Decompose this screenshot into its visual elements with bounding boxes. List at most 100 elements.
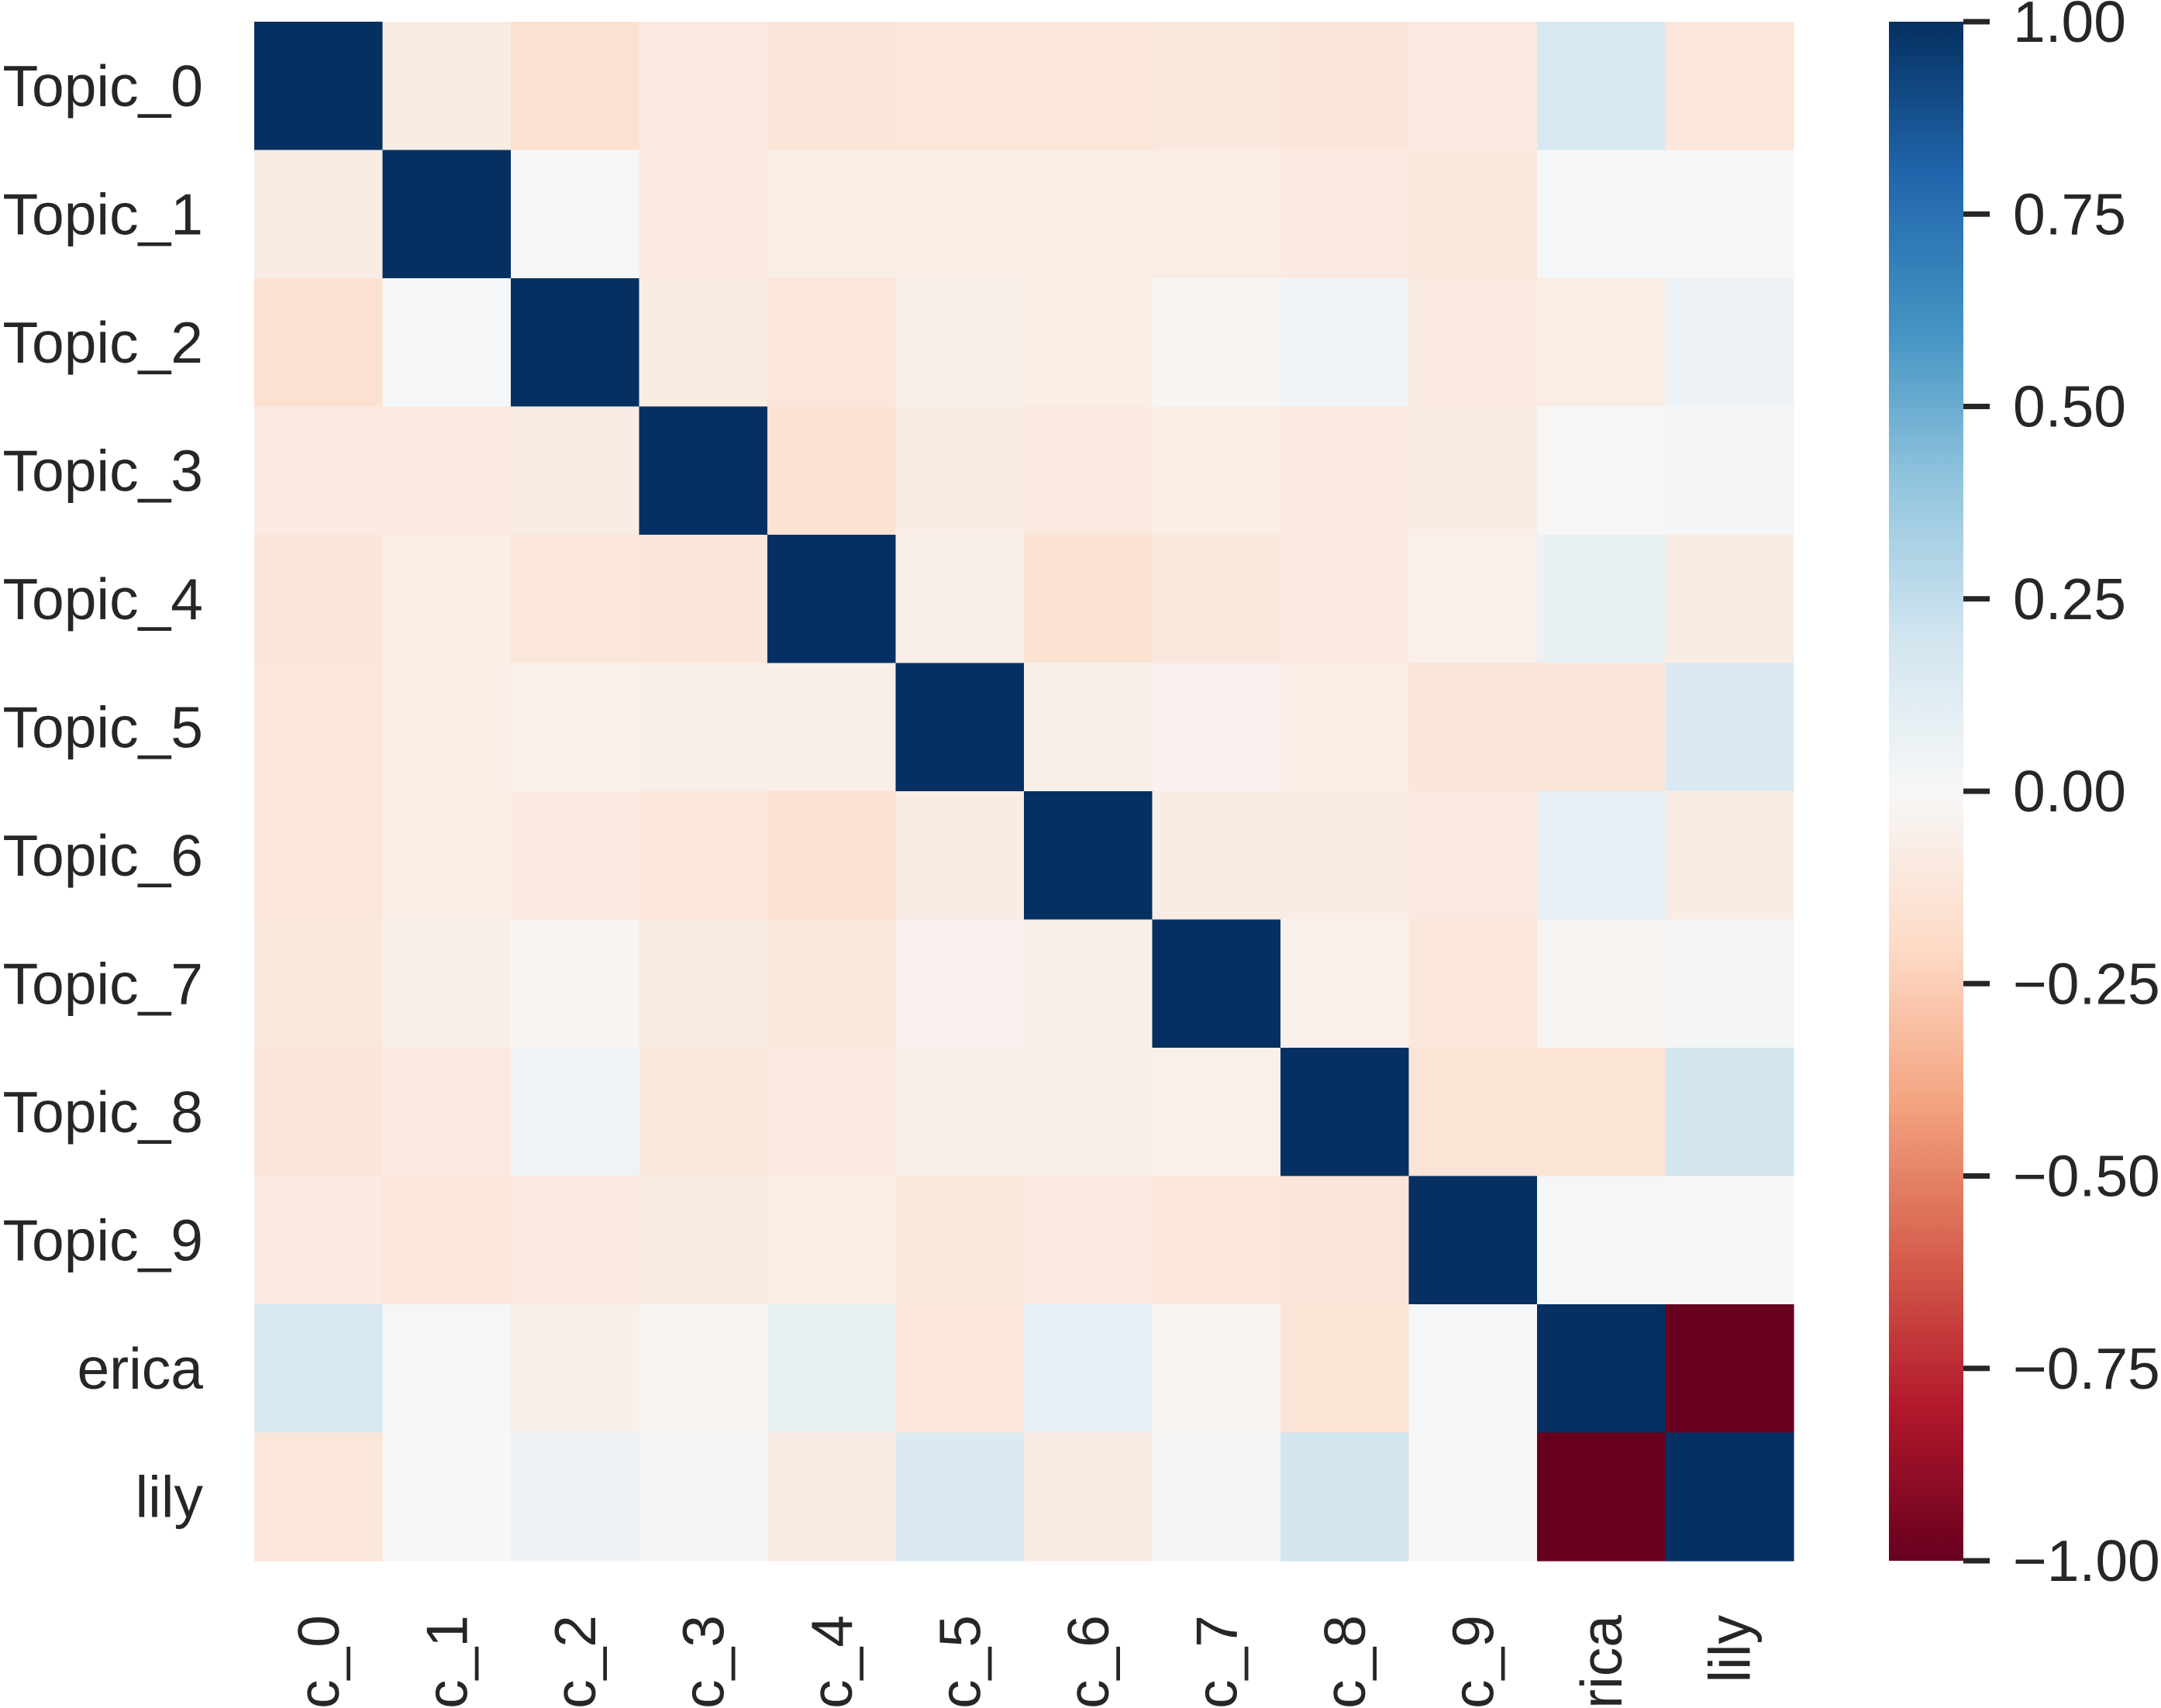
heatmap-cell-Topic_2-Topic_8 xyxy=(1280,278,1410,408)
heatmap-cell-lily-Topic_7 xyxy=(1152,1432,1281,1562)
heatmap-cell-Topic_8-Topic_8 xyxy=(1280,1048,1410,1177)
heatmap-cell-Topic_2-Topic_7 xyxy=(1152,278,1281,408)
heatmap-cell-Topic_0-Topic_2 xyxy=(511,22,640,151)
heatmap-cell-Topic_6-Topic_5 xyxy=(895,791,1025,921)
heatmap-cell-Topic_0-Topic_0 xyxy=(254,22,384,151)
heatmap-cell-erica-Topic_0 xyxy=(254,1304,384,1434)
heatmap-cell-Topic_7-Topic_1 xyxy=(382,919,512,1049)
heatmap-cell-Topic_5-erica xyxy=(1537,663,1666,792)
heatmap-cell-Topic_1-Topic_8 xyxy=(1280,150,1410,279)
heatmap-cell-Topic_8-lily xyxy=(1665,1048,1794,1177)
heatmap-cell-Topic_9-Topic_3 xyxy=(639,1176,768,1305)
heatmap-cell-Topic_3-lily xyxy=(1665,406,1794,535)
heatmap-cell-lily-Topic_0 xyxy=(254,1432,384,1562)
heatmap-cell-Topic_4-Topic_1 xyxy=(382,535,512,664)
heatmap-cell-Topic_8-Topic_3 xyxy=(639,1048,768,1177)
heatmap-cell-Topic_8-Topic_5 xyxy=(895,1048,1025,1177)
heatmap-cell-Topic_3-Topic_7 xyxy=(1152,406,1281,535)
heatmap-cell-Topic_4-Topic_7 xyxy=(1152,535,1281,664)
heatmap-cell-Topic_0-Topic_9 xyxy=(1408,22,1538,151)
heatmap-cell-Topic_9-Topic_0 xyxy=(254,1176,384,1305)
heatmap-cell-Topic_1-Topic_5 xyxy=(895,150,1025,279)
heatmap-cell-Topic_5-Topic_0 xyxy=(254,663,384,792)
column-label: Topic_1 xyxy=(414,1615,479,1708)
heatmap-cell-Topic_3-Topic_1 xyxy=(382,406,512,535)
heatmap-cell-Topic_7-Topic_6 xyxy=(1024,919,1153,1049)
row-label: Topic_3 xyxy=(2,438,203,503)
colorbar-tick-label: −0.75 xyxy=(2013,1336,2160,1401)
heatmap-cell-Topic_2-Topic_2 xyxy=(511,278,640,408)
heatmap-cell-Topic_7-Topic_7 xyxy=(1152,919,1281,1049)
heatmap-cell-erica-lily xyxy=(1665,1304,1794,1434)
heatmap-cell-Topic_7-erica xyxy=(1537,919,1666,1049)
heatmap-cell-Topic_2-Topic_0 xyxy=(254,278,384,408)
row-label: Topic_9 xyxy=(2,1207,203,1272)
heatmap-cell-Topic_5-lily xyxy=(1665,663,1794,792)
row-label: Topic_2 xyxy=(2,310,203,375)
heatmap-cell-Topic_0-Topic_3 xyxy=(639,22,768,151)
heatmap-cell-Topic_7-Topic_2 xyxy=(511,919,640,1049)
heatmap-cell-erica-erica xyxy=(1537,1304,1666,1434)
heatmap-cell-Topic_0-Topic_5 xyxy=(895,22,1025,151)
column-tick-labels: Topic_0 Topic_1 Topic_2 Topic_3 Topic_4 Topic… xyxy=(286,1615,1763,1708)
column-label: Topic_4 xyxy=(799,1615,864,1708)
heatmap-cell-Topic_3-Topic_2 xyxy=(511,406,640,535)
row-label: Topic_0 xyxy=(2,53,203,119)
heatmap-cell-erica-Topic_6 xyxy=(1024,1304,1153,1434)
heatmap-cell-Topic_2-erica xyxy=(1537,278,1666,408)
heatmap-cell-Topic_1-Topic_6 xyxy=(1024,150,1153,279)
heatmap-cell-erica-Topic_1 xyxy=(382,1304,512,1434)
heatmap-cell-Topic_0-Topic_8 xyxy=(1280,22,1410,151)
heatmap-cell-Topic_2-Topic_5 xyxy=(895,278,1025,408)
heatmap-cell-erica-Topic_7 xyxy=(1152,1304,1281,1434)
heatmap-cell-lily-erica xyxy=(1537,1432,1666,1562)
heatmap-cell-Topic_6-Topic_3 xyxy=(639,791,768,921)
heatmap-cell-Topic_6-Topic_6 xyxy=(1024,791,1153,921)
heatmap-cell-Topic_4-Topic_0 xyxy=(254,535,384,664)
heatmap-cell-Topic_0-Topic_6 xyxy=(1024,22,1153,151)
heatmap-cell-Topic_2-Topic_1 xyxy=(382,278,512,408)
row-tick-labels: Topic_0 Topic_1 Topic_2 Topic_3 Topic_4 Topic… xyxy=(2,53,203,1530)
row-label: Topic_1 xyxy=(2,181,203,246)
heatmap-cell-Topic_1-Topic_7 xyxy=(1152,150,1281,279)
colorbar-tick-label: −1.00 xyxy=(2013,1528,2160,1593)
heatmap-cell-lily-Topic_5 xyxy=(895,1432,1025,1562)
heatmap-cell-Topic_1-lily xyxy=(1665,150,1794,279)
heatmap-cell-Topic_0-lily xyxy=(1665,22,1794,151)
heatmap-cell-Topic_3-Topic_9 xyxy=(1408,406,1538,535)
heatmap-cell-lily-Topic_9 xyxy=(1408,1432,1538,1562)
heatmap-cell-Topic_5-Topic_9 xyxy=(1408,663,1538,792)
heatmap-cell-Topic_7-Topic_0 xyxy=(254,919,384,1049)
heatmap-cell-Topic_8-Topic_7 xyxy=(1152,1048,1281,1177)
column-label: Topic_7 xyxy=(1184,1615,1249,1708)
heatmap-cell-Topic_7-Topic_4 xyxy=(767,919,897,1049)
heatmap-cell-Topic_4-Topic_2 xyxy=(511,535,640,664)
heatmap-cell-Topic_9-Topic_2 xyxy=(511,1176,640,1305)
colorbar-tick-label: 0.00 xyxy=(2013,759,2126,824)
heatmap-cell-lily-Topic_8 xyxy=(1280,1432,1410,1562)
colorbar-tick-label: 0.75 xyxy=(2013,181,2126,246)
heatmap-cell-Topic_0-Topic_4 xyxy=(767,22,897,151)
heatmap-cell-Topic_5-Topic_7 xyxy=(1152,663,1281,792)
heatmap-cell-Topic_4-Topic_6 xyxy=(1024,535,1153,664)
heatmap-cell-Topic_4-erica xyxy=(1537,535,1666,664)
colorbar-gradient xyxy=(1889,22,1963,1561)
heatmap-cell-Topic_4-Topic_8 xyxy=(1280,535,1410,664)
heatmap-cell-Topic_3-Topic_6 xyxy=(1024,406,1153,535)
heatmap-cell-Topic_6-erica xyxy=(1537,791,1666,921)
heatmap-cell-Topic_6-Topic_9 xyxy=(1408,791,1538,921)
heatmap-cell-Topic_0-erica xyxy=(1537,22,1666,151)
heatmap-cell-Topic_2-Topic_6 xyxy=(1024,278,1153,408)
heatmap-cell-Topic_9-Topic_8 xyxy=(1280,1176,1410,1305)
heatmap-cell-Topic_5-Topic_1 xyxy=(382,663,512,792)
row-label: Topic_6 xyxy=(2,823,203,888)
heatmap-cell-Topic_3-erica xyxy=(1537,406,1666,535)
heatmap-cell-lily-lily xyxy=(1665,1432,1794,1562)
heatmap-cell-Topic_6-lily xyxy=(1665,791,1794,921)
heatmap-cell-Topic_9-Topic_1 xyxy=(382,1176,512,1305)
column-label: Topic_8 xyxy=(1312,1615,1377,1708)
heatmap-cell-Topic_1-Topic_2 xyxy=(511,150,640,279)
heatmap-cell-Topic_4-Topic_5 xyxy=(895,535,1025,664)
heatmap-cell-Topic_8-Topic_6 xyxy=(1024,1048,1153,1177)
